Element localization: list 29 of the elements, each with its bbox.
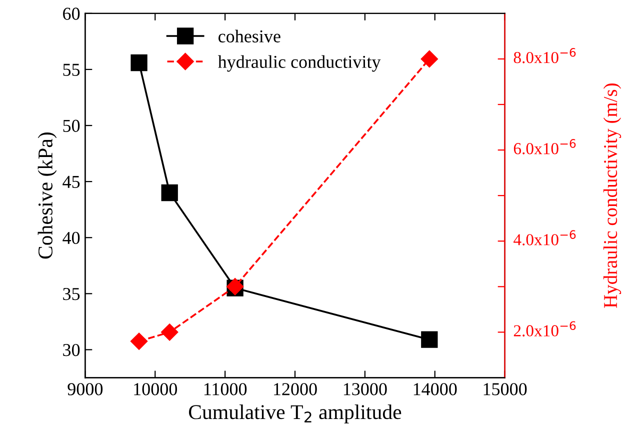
y-axis-title: Cohesive (kPa) xyxy=(38,132,57,259)
point xyxy=(161,184,178,202)
point xyxy=(130,54,148,72)
y2-tick-label: 6.0x10$^{−6}$ xyxy=(514,139,576,154)
x-tick-label: 14000 xyxy=(414,383,457,396)
y-tick-label: 45 xyxy=(62,176,80,188)
y2-tick-label: 2.0x10$^{−6}$ xyxy=(514,321,576,336)
y-tick-label: 30 xyxy=(63,344,80,356)
y2-tick-label: 8.0x10$^{−6}$ xyxy=(514,48,576,64)
point xyxy=(161,324,178,341)
x-tick-label: 15000 xyxy=(484,383,527,396)
point xyxy=(130,332,148,350)
x-tick-label: 13000 xyxy=(344,383,387,396)
x-tick-label: 11000 xyxy=(204,383,247,396)
legend-label: cohesive xyxy=(218,30,280,42)
x-tick-label: 12000 xyxy=(274,383,317,396)
point xyxy=(420,50,438,68)
x-tick-label: 9000 xyxy=(68,383,103,396)
y2-tick-label: 4.0x10$^{−6}$ xyxy=(514,230,576,246)
legend-label: hydraulic conductivity xyxy=(218,55,381,72)
y-tick-label: 55 xyxy=(63,64,80,76)
y2-axis-title: Hydraulic conductivity (m/s) xyxy=(603,84,622,308)
x-axis-title: Cumulative T$_{2}$ amplitude xyxy=(188,404,402,424)
y-tick-label: 40 xyxy=(62,232,80,244)
y-tick-label: 50 xyxy=(63,120,80,132)
y-tick-label: 35 xyxy=(63,288,80,300)
y-tick-label: 60 xyxy=(63,8,80,20)
point xyxy=(421,331,438,348)
x-tick-label: 10000 xyxy=(134,383,177,396)
